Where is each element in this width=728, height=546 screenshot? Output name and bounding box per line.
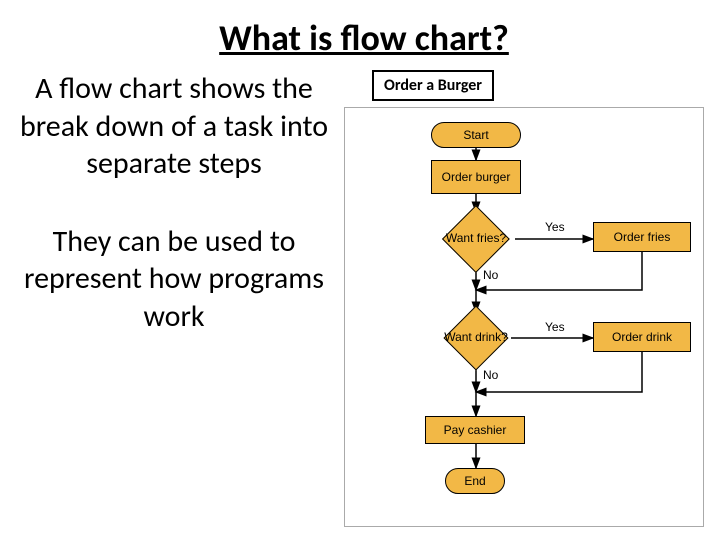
chart-title: Order a Burger	[372, 70, 494, 101]
node-wantfries: Want fries?	[437, 212, 515, 266]
flowchart-lines	[345, 108, 703, 526]
node-end: End	[445, 468, 505, 494]
node-paycashier: Pay cashier	[425, 416, 525, 444]
content-row: A flow chart shows the break down of a t…	[0, 60, 728, 527]
edge-label-yes: Yes	[545, 220, 565, 234]
node-start: Start	[431, 122, 521, 148]
chart-column: Order a Burger Start Order burger Want fri…	[344, 70, 710, 527]
edge-label-no: No	[483, 268, 498, 282]
node-orderfries: Order fries	[593, 222, 691, 252]
node-wantdrink: Want drink?	[441, 312, 511, 364]
node-orderburger: Order burger	[431, 160, 521, 194]
text-column: A flow chart shows the break down of a t…	[14, 70, 334, 527]
edge-label-yes: Yes	[545, 320, 565, 334]
edge-label-no: No	[483, 368, 498, 382]
page-title: What is flow chart?	[0, 0, 728, 60]
paragraph-2: They can be used to represent how progra…	[14, 223, 334, 336]
paragraph-1: A flow chart shows the break down of a t…	[14, 70, 334, 183]
node-orderdrink: Order drink	[593, 322, 691, 352]
flowchart-area: Start Order burger Want fries? Order fries W…	[344, 107, 704, 527]
